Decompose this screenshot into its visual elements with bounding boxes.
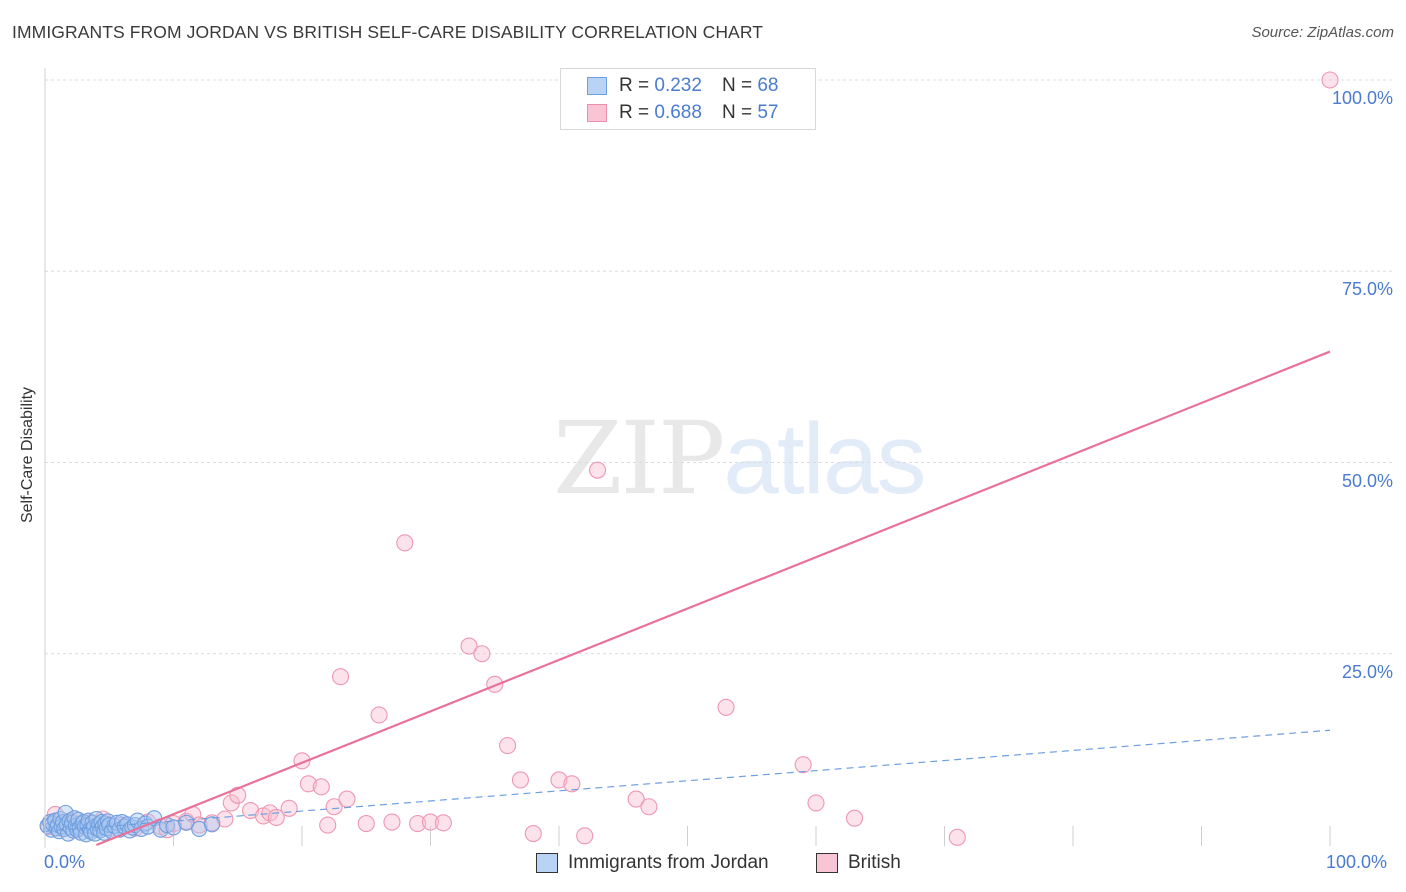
british-point [948, 828, 966, 846]
y-axis-title: Self-Care Disability [19, 386, 36, 524]
watermark: ZIPatlas [553, 400, 927, 517]
british-point [312, 778, 330, 796]
bottom-legend-swatch-british [816, 853, 838, 873]
british-point [325, 798, 343, 816]
legend-r-value-jordan: 0.232 [654, 75, 702, 96]
legend-n-label: N = [721, 102, 753, 123]
british-point [299, 775, 317, 793]
british-point [640, 798, 658, 816]
british-point [499, 736, 517, 755]
british-point [267, 808, 285, 827]
british-point [794, 756, 812, 774]
british-point [588, 461, 607, 479]
british-point [807, 794, 825, 812]
trend-line-british [95, 350, 1331, 847]
british-points [40, 71, 1339, 846]
british-point [319, 816, 337, 834]
watermark-atlas: atlas [723, 403, 926, 515]
legend-swatch-jordan [587, 77, 607, 95]
y-tick-label-25: 25.0% [1341, 661, 1393, 682]
x-tick-marks [44, 826, 1331, 846]
british-point [434, 814, 452, 832]
legend-n-label: N = [721, 75, 753, 96]
british-point [421, 813, 440, 831]
bottom-legend-british[interactable]: British [816, 852, 901, 874]
watermark-zip: ZIP [553, 400, 725, 517]
british-point [627, 790, 645, 808]
jordan-point [57, 804, 74, 821]
british-point [511, 771, 530, 789]
legend-row-british: R = 0.688 N = 57 [587, 101, 778, 125]
british-point [357, 815, 375, 833]
jordan-point [204, 816, 221, 833]
british-point [331, 668, 350, 686]
british-point [1321, 71, 1339, 89]
british-point [338, 790, 356, 808]
bottom-legend-label-british: British [848, 852, 901, 873]
source-label: Source: ZipAtlas.com [1251, 24, 1394, 41]
legend-r-label: R = [619, 75, 650, 96]
legend-r-label: R = [619, 102, 650, 123]
legend-swatch-british [587, 104, 607, 122]
legend-r-value-british: 0.688 [654, 102, 702, 123]
british-point [229, 786, 247, 804]
british-point [370, 706, 388, 724]
british-point [563, 775, 581, 793]
british-point [524, 824, 542, 843]
y-tick-label-100: 100.0% [1331, 88, 1393, 108]
gridlines [45, 79, 1392, 655]
british-point [845, 809, 864, 827]
british-point [409, 815, 427, 833]
bottom-legend-jordan[interactable]: Immigrants from Jordan [536, 852, 769, 874]
trend-lines [44, 350, 1331, 847]
y-tick-label-50: 50.0% [1341, 470, 1393, 491]
jordan-points [39, 804, 221, 843]
y-tick-label-75: 75.0% [1341, 279, 1393, 300]
british-point [396, 534, 414, 552]
british-point [576, 827, 594, 845]
british-point [550, 771, 568, 789]
bottom-legend-label-jordan: Immigrants from Jordan [568, 852, 769, 873]
legend-n-value-jordan: 68 [757, 75, 779, 96]
british-point [383, 813, 401, 831]
x-tick-label-0: 0.0% [44, 852, 86, 872]
british-point [717, 698, 735, 716]
trend-line-jordan [44, 729, 1331, 832]
x-tick-label-100: 100.0% [1326, 852, 1388, 872]
legend-n-value-british: 57 [757, 102, 779, 123]
bottom-legend-swatch-jordan [536, 853, 558, 873]
british-point [473, 645, 491, 663]
jordan-point [178, 814, 195, 831]
chart-title: IMMIGRANTS FROM JORDAN VS BRITISH SELF-C… [12, 22, 764, 42]
legend-row-jordan: R = 0.232 N = 68 [587, 74, 778, 98]
british-point [460, 637, 478, 655]
stats-legend: R = 0.232 N = 68 R = 0.688 N = 57 [560, 68, 816, 130]
british-point [280, 799, 298, 817]
british-point [190, 816, 208, 834]
